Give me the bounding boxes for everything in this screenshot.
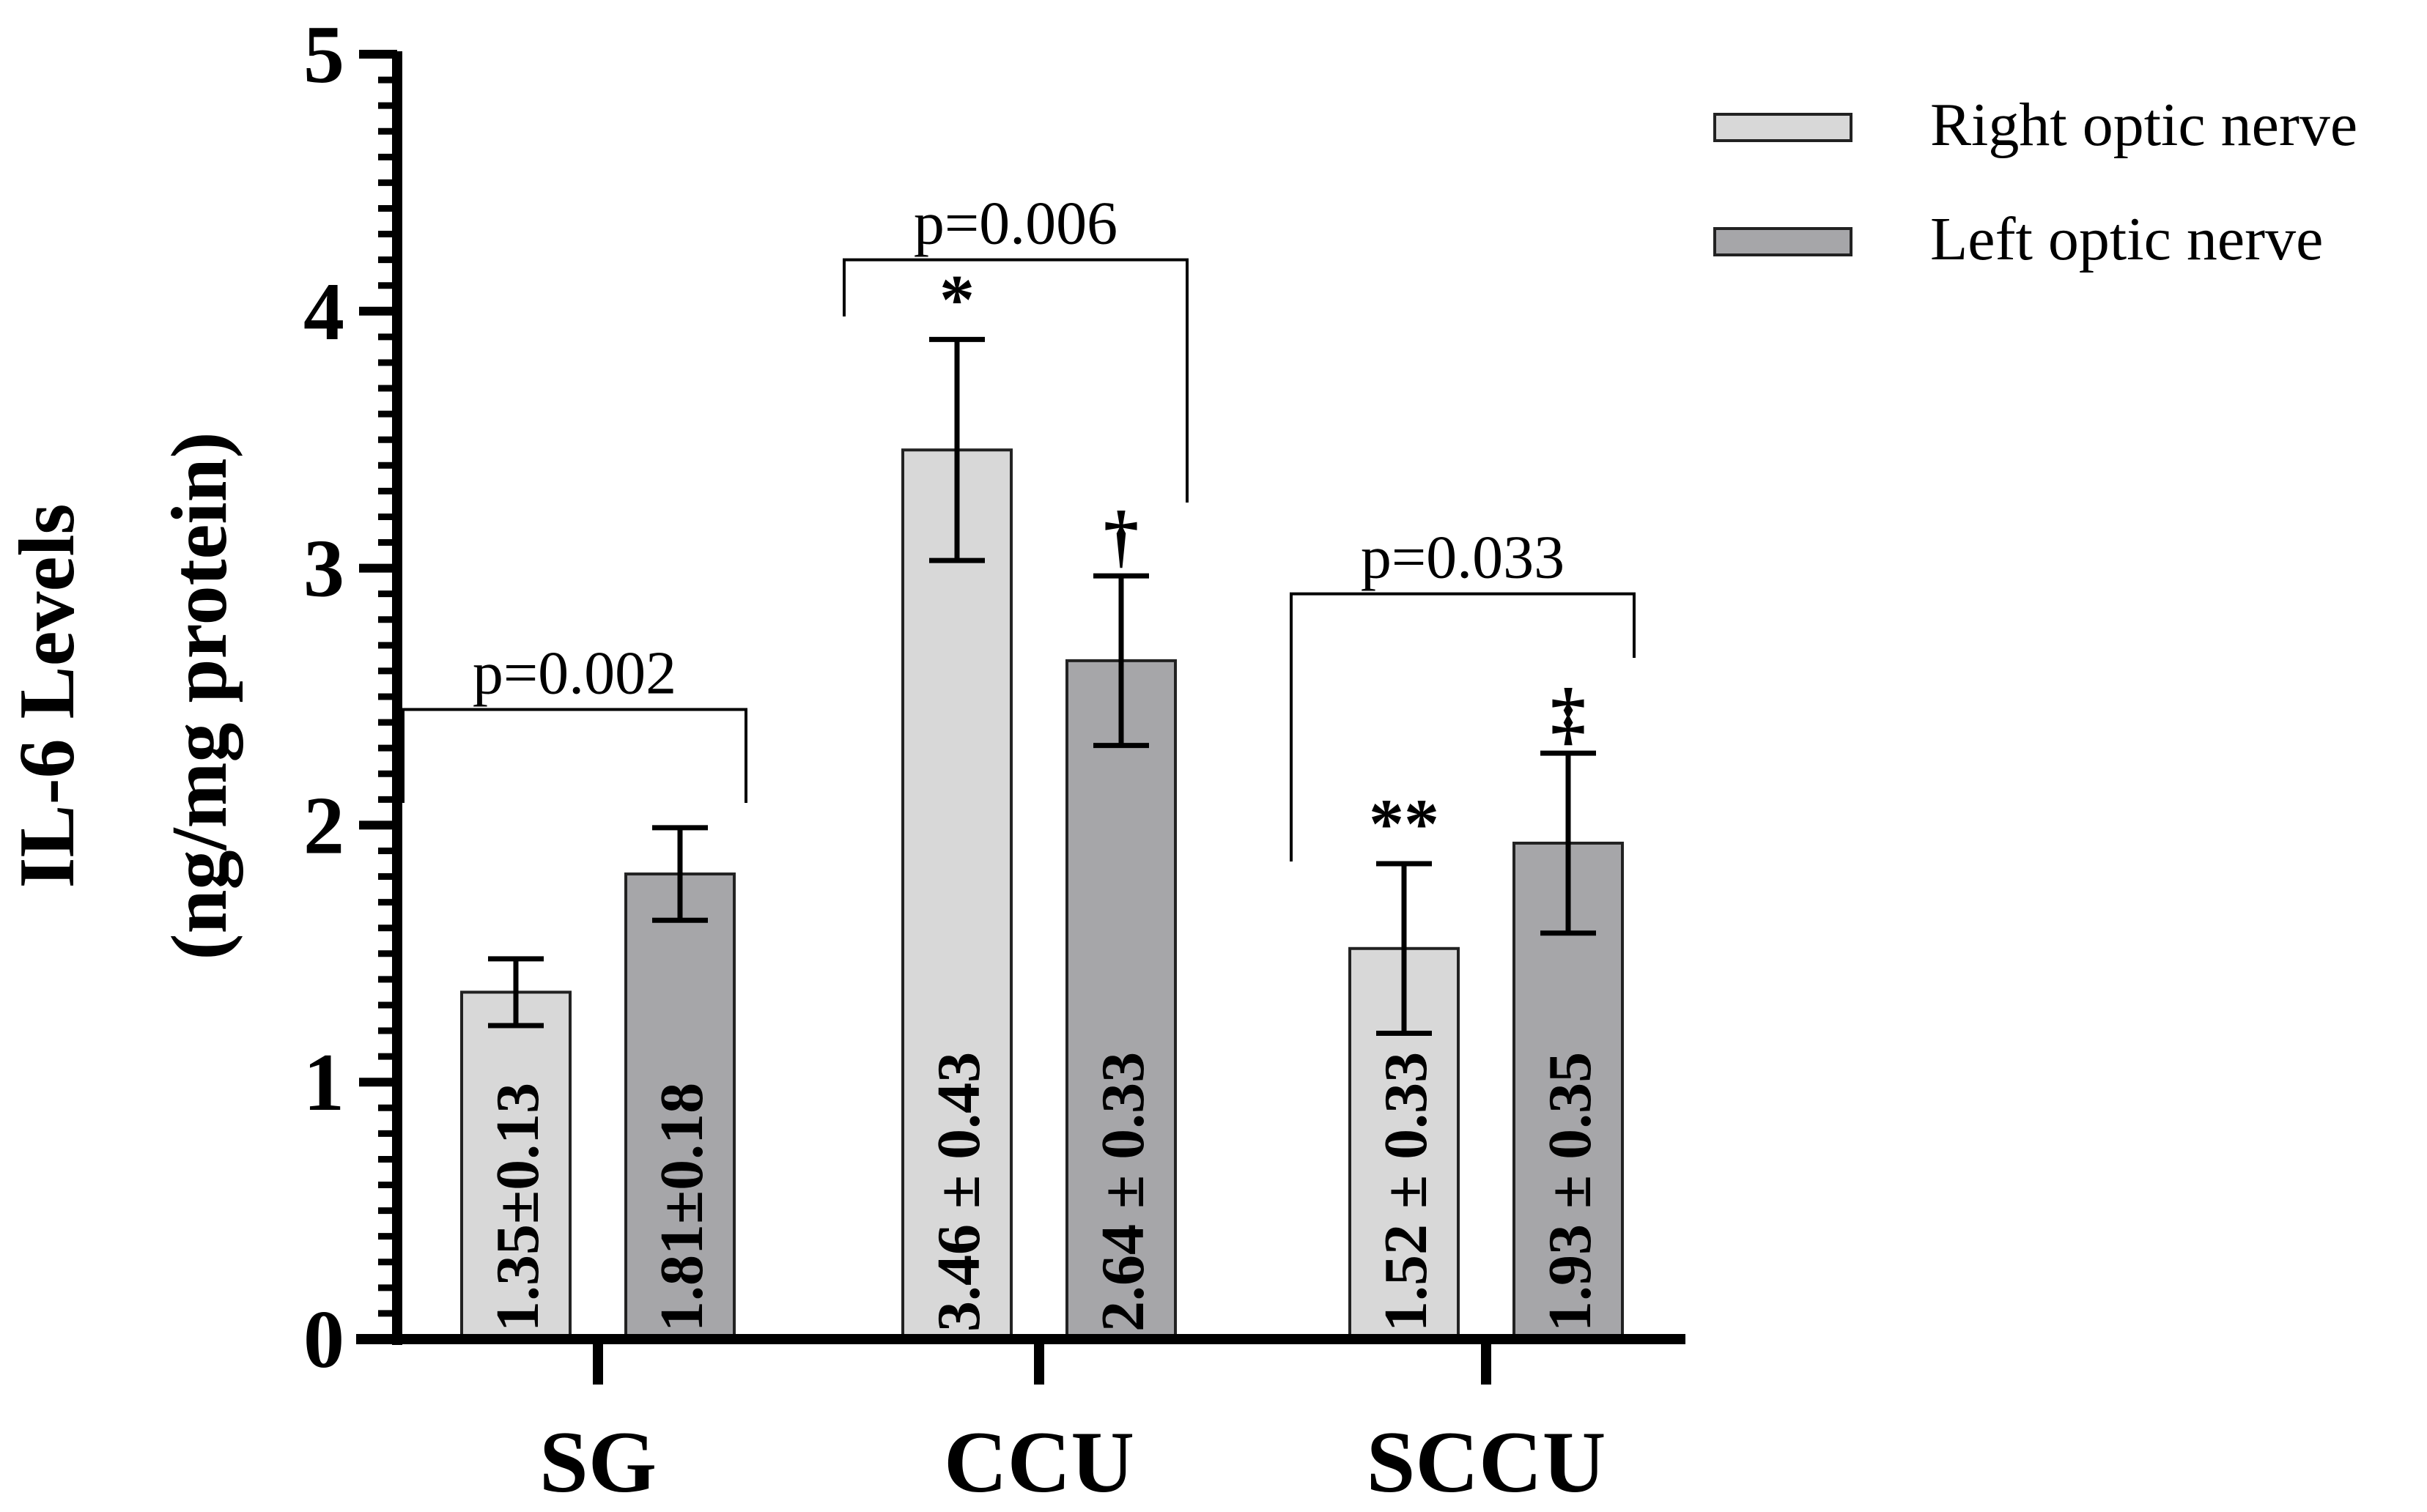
- y-tick-label: 5: [303, 10, 344, 100]
- legend-label-left: Left optic nerve: [1930, 205, 2323, 273]
- bars: 1.35±0.13 3.46 ± 0.43 * 1.52 ± 0.33 ** 1.81±0…: [460, 260, 1624, 1341]
- x-axis: SG CCU SCCU: [356, 1334, 1685, 1511]
- legend-swatch-right: [1713, 113, 1852, 142]
- comparison-bracket: [843, 258, 1189, 503]
- x-tick-label-sg: SG: [539, 1413, 657, 1511]
- bar-value-label: 1.52 ± 0.33: [1372, 1052, 1440, 1332]
- y-tick-label: 4: [303, 267, 344, 357]
- y-axis: 0 1 2 3 4 5: [303, 10, 402, 1385]
- p-value-label: p=0.033: [1361, 524, 1565, 592]
- significance-marker: **: [1369, 785, 1439, 863]
- y-tick-label: 1: [303, 1037, 344, 1128]
- bar-ccu-left: [1065, 659, 1177, 1341]
- legend-swatch-left: [1713, 227, 1852, 256]
- p-value-label: p=0.002: [473, 640, 676, 708]
- bar-sg-left: [624, 872, 736, 1341]
- p-value-label: p=0.006: [914, 190, 1118, 258]
- comparison-brackets: p=0.002 p=0.006 p=0.033: [402, 190, 1636, 861]
- legend: Right optic nerve Left optic nerve: [1713, 91, 2357, 273]
- y-axis-title-line-2: (ng/mg protein): [156, 432, 243, 960]
- bar-value-label: 2.64 ± 0.33: [1089, 1052, 1157, 1332]
- comparison-bracket: [402, 708, 747, 803]
- comparison-bracket: [1290, 592, 1636, 861]
- x-tick-label-sccu: SCCU: [1367, 1413, 1606, 1511]
- bar-value-label: 1.93 ± 0.35: [1536, 1052, 1604, 1332]
- bar-ccu-right: [901, 448, 1013, 1341]
- y-tick-label: 2: [303, 780, 344, 871]
- y-tick-label: 0: [303, 1294, 344, 1385]
- significance-marker: †: [1104, 497, 1139, 575]
- bar-value-label: 1.81±0.18: [648, 1083, 716, 1332]
- y-tick-label: 3: [303, 524, 344, 615]
- x-tick-label-ccu: CCU: [944, 1413, 1134, 1511]
- legend-label-right: Right optic nerve: [1930, 91, 2357, 159]
- significance-marker: *: [939, 260, 975, 338]
- bar-value-label: 3.46 ± 0.43: [925, 1052, 993, 1332]
- y-axis-title-line-1: IL-6 Levels: [4, 504, 91, 889]
- significance-marker: ‡: [1551, 674, 1586, 752]
- bar-value-label: 1.35±0.13: [484, 1083, 552, 1332]
